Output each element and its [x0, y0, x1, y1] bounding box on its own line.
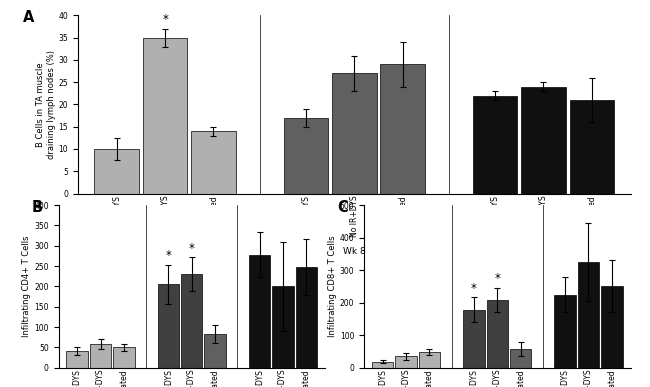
Bar — [94, 149, 139, 194]
Bar — [372, 362, 393, 368]
Bar — [380, 64, 425, 194]
Bar — [143, 38, 187, 194]
Bar — [395, 356, 417, 368]
Bar — [554, 295, 576, 368]
Text: A: A — [23, 10, 34, 25]
Bar — [249, 255, 270, 368]
Bar — [296, 267, 317, 368]
Text: Wk 12: Wk 12 — [529, 247, 558, 256]
Text: *: * — [471, 282, 477, 295]
Bar — [181, 274, 203, 368]
Bar — [521, 87, 566, 194]
Bar — [578, 262, 599, 368]
Bar — [569, 100, 614, 194]
Text: B: B — [32, 200, 43, 215]
Bar — [486, 300, 508, 368]
Text: *: * — [188, 242, 195, 255]
Bar — [332, 74, 376, 194]
Text: *: * — [494, 272, 500, 285]
Bar — [191, 131, 236, 194]
Text: *: * — [166, 249, 172, 262]
Y-axis label: B Cells in TA muscle
draining lymph nodes (%): B Cells in TA muscle draining lymph node… — [36, 50, 56, 159]
Bar — [158, 284, 179, 368]
Bar — [204, 334, 226, 368]
Bar — [113, 348, 135, 368]
Text: Wk 8: Wk 8 — [343, 247, 365, 256]
Text: Wk 4: Wk 4 — [154, 247, 176, 256]
Bar — [66, 351, 88, 368]
Bar — [463, 310, 485, 368]
Text: *: * — [162, 13, 168, 26]
Y-axis label: Infiltrating CD4+ T Cells: Infiltrating CD4+ T Cells — [22, 236, 31, 337]
Bar — [283, 118, 328, 194]
Bar — [601, 286, 623, 368]
Bar — [90, 344, 111, 368]
Bar — [510, 349, 531, 368]
Bar — [272, 286, 294, 368]
Y-axis label: Infiltrating CD8+ T Cells: Infiltrating CD8+ T Cells — [328, 236, 337, 337]
Bar — [419, 352, 440, 368]
Text: C: C — [337, 200, 348, 215]
Bar — [473, 96, 517, 194]
